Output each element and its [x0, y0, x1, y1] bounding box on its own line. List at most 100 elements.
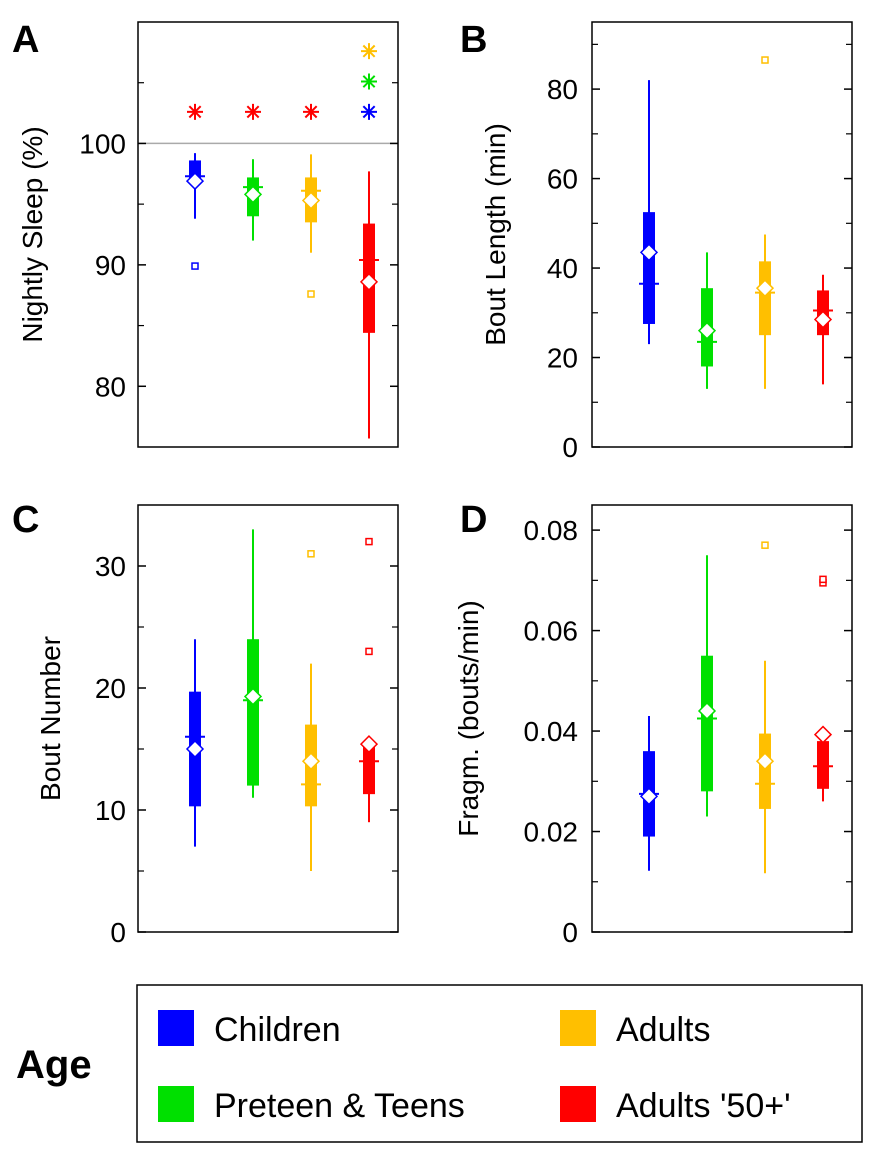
asterisk-stroke — [188, 105, 202, 119]
axes-frame — [591, 21, 853, 448]
y-tick-label: 80 — [95, 371, 126, 402]
mean-marker — [639, 243, 659, 262]
y-axis-label: Bout Number — [35, 636, 66, 801]
legend-title: Age — [16, 1043, 92, 1087]
outlier-point — [761, 541, 769, 549]
mean-marker — [697, 321, 717, 340]
y-tick-label: 80 — [547, 74, 578, 105]
mean-marker — [639, 787, 659, 806]
mean-marker — [185, 739, 205, 759]
asterisk-stroke — [362, 44, 376, 58]
box-iqr — [759, 261, 771, 336]
outlier-point — [191, 262, 199, 270]
mean-marker — [243, 687, 263, 706]
box-preteen-teens — [243, 103, 263, 241]
panel-letter: A — [12, 19, 39, 61]
box-adults-50- — [813, 274, 833, 385]
y-axis-label: Nightly Sleep (%) — [17, 126, 48, 342]
y-ticks: 0 10 20 30 — [95, 551, 398, 948]
y-tick-label: 0 — [562, 432, 578, 463]
asterisk-stroke — [304, 105, 318, 119]
y-tick-label: 10 — [95, 795, 126, 826]
y-ticks: 0 20 40 60 80 — [547, 43, 852, 463]
outlier-point — [307, 290, 315, 298]
y-tick-label: 20 — [95, 673, 126, 704]
axes-frame — [137, 504, 399, 933]
box-preteen-teens — [697, 555, 717, 817]
y-axis-label: Fragm. (bouts/min) — [453, 600, 484, 837]
asterisk-stroke — [362, 105, 376, 119]
box-adults-50- — [813, 575, 833, 802]
significance-asterisk — [361, 103, 377, 120]
box-iqr — [817, 741, 829, 789]
mean-marker — [243, 185, 263, 204]
box-preteen-teens — [243, 529, 263, 798]
y-tick-label: 0.06 — [524, 616, 579, 647]
axes-frame — [591, 504, 853, 933]
axes-frame — [137, 21, 399, 448]
significance-asterisk — [245, 103, 261, 120]
outlier-point — [819, 575, 827, 584]
box-children — [639, 715, 659, 871]
box-children — [185, 639, 205, 847]
legend-label: Preteen & Teens — [214, 1087, 465, 1125]
mean-marker — [301, 752, 321, 771]
mean-marker — [697, 701, 717, 721]
mean-marker — [359, 272, 379, 291]
y-tick-label: 30 — [95, 551, 126, 582]
outlier-point — [365, 647, 373, 656]
mean-marker — [301, 191, 321, 210]
panel-d: D 0 0.02 0.04 0.06 0.08 Fragm. (bouts/min) — [453, 499, 853, 948]
outlier-point — [761, 56, 769, 64]
box-adults — [301, 103, 321, 298]
panel-a: A 80 90 100 Nightly Sleep (%) — [12, 19, 399, 448]
panel-letter: D — [460, 499, 487, 541]
legend-frame — [136, 984, 863, 1143]
significance-asterisk — [361, 73, 377, 90]
panel-letter: B — [460, 19, 487, 61]
y-ticks: 0 0.02 0.04 0.06 0.08 — [524, 515, 852, 948]
box-adults-50- — [359, 537, 379, 823]
box-adults — [755, 541, 775, 874]
box-iqr — [247, 639, 259, 786]
outlier-point — [365, 537, 373, 546]
y-tick-label: 0 — [110, 917, 126, 948]
panel-letter: C — [12, 499, 39, 541]
legend-label: Adults — [616, 1011, 711, 1049]
y-tick-label: 60 — [547, 164, 578, 195]
legend-swatch — [158, 1086, 194, 1122]
legend-label: Adults '50+' — [616, 1087, 791, 1125]
outlier-point — [307, 550, 315, 558]
y-tick-label: 0.02 — [524, 817, 579, 848]
y-tick-label: 90 — [95, 250, 126, 281]
mean-marker — [755, 279, 775, 298]
box-preteen-teens — [697, 252, 717, 389]
y-axis-label: Bout Length (min) — [480, 123, 511, 346]
legend: Children Preteen & Teens Adults Adults '50+… — [136, 984, 863, 1143]
y-tick-label: 0.08 — [524, 515, 579, 546]
panel-c: C 0 10 20 30 Bout Number — [12, 499, 399, 948]
box-iqr — [701, 655, 713, 792]
mean-marker — [755, 752, 775, 771]
mean-marker — [359, 735, 379, 754]
box-adults — [301, 550, 321, 871]
mean-marker — [813, 310, 833, 329]
y-tick-label: 40 — [547, 253, 578, 284]
box-children — [185, 153, 205, 270]
mean-marker — [813, 725, 833, 744]
y-tick-label: 0 — [562, 917, 578, 948]
box-iqr — [643, 212, 655, 324]
significance-asterisk — [303, 103, 319, 120]
mean-marker — [185, 172, 205, 191]
y-ticks: 80 90 100 — [79, 82, 398, 402]
legend-label: Children — [214, 1011, 341, 1049]
box-adults-50- — [359, 43, 379, 439]
box-iqr — [759, 733, 771, 809]
y-tick-label: 100 — [79, 128, 126, 159]
legend-swatch — [158, 1010, 194, 1046]
box-iqr — [363, 742, 375, 795]
y-tick-label: 0.04 — [524, 716, 579, 747]
asterisk-stroke — [362, 75, 376, 88]
legend-swatch — [560, 1010, 596, 1046]
